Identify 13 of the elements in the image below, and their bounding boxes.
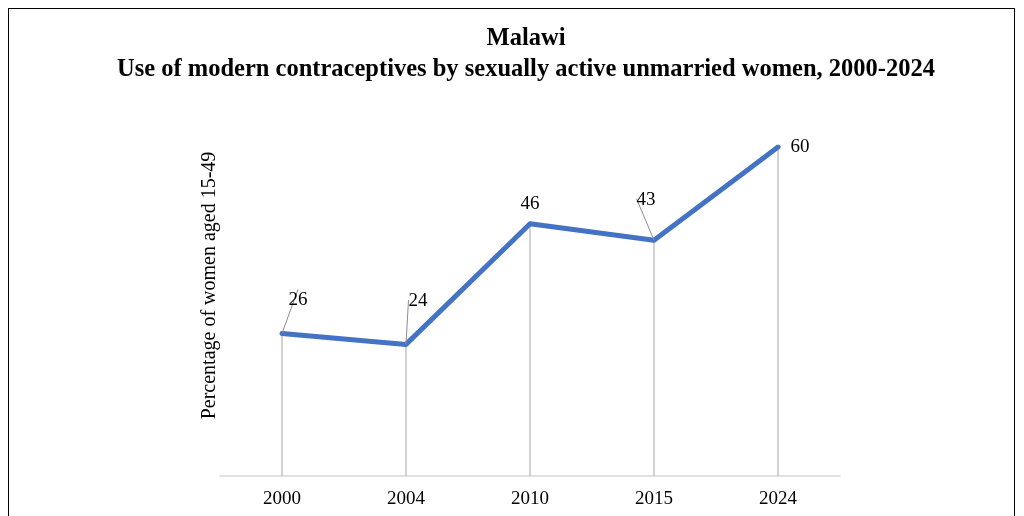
data-label: 24 bbox=[408, 289, 428, 311]
x-tick-label: 2000 bbox=[263, 487, 301, 508]
data-label: 46 bbox=[520, 191, 540, 213]
data-label: 43 bbox=[636, 188, 656, 210]
x-tick-label: 2015 bbox=[635, 487, 673, 508]
chart-subtitle: Use of modern contraceptives by sexually active unmarried women, 2000-2024 bbox=[117, 54, 935, 81]
chart-title: Malawi bbox=[486, 23, 566, 50]
x-tick-label: 2004 bbox=[387, 487, 426, 508]
data-label: 60 bbox=[790, 135, 810, 156]
x-tick-label: 2010 bbox=[511, 487, 549, 508]
y-axis-title: Percentage of women aged 15-49 bbox=[197, 151, 220, 420]
data-label: 26 bbox=[288, 288, 308, 310]
x-tick-label: 2024 bbox=[759, 487, 798, 508]
